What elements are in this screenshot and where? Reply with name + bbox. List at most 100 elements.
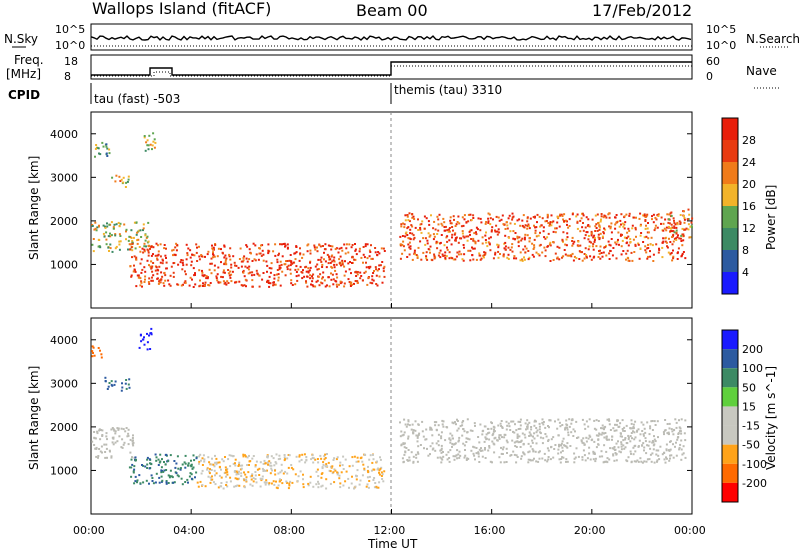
velocity-cell	[378, 471, 380, 474]
power-cell	[180, 259, 183, 261]
velocity-cell	[468, 438, 471, 441]
power-cell	[144, 239, 147, 242]
power-cell	[145, 141, 148, 144]
power-cell	[433, 220, 436, 223]
power-cell	[330, 272, 332, 275]
power-cell	[267, 243, 270, 246]
power-cell	[319, 273, 322, 276]
velocity-cell	[302, 483, 305, 486]
velocity-cell	[111, 441, 114, 444]
velocity-cell	[91, 345, 94, 348]
velocity-cell	[317, 480, 319, 483]
velocity-colorbar-tick-label: 15	[742, 400, 756, 413]
velocity-cell	[175, 462, 178, 465]
power-cell	[651, 215, 653, 218]
velocity-cell	[152, 482, 155, 485]
velocity-cell	[510, 454, 513, 456]
power-cell	[550, 224, 553, 227]
velocity-cell	[461, 424, 464, 427]
velocity-cell	[493, 428, 495, 431]
power-cell	[475, 233, 478, 236]
power-cell	[185, 263, 188, 266]
velocity-cell	[547, 440, 550, 442]
power-cell	[229, 276, 232, 279]
power-cell	[652, 213, 655, 216]
power-cell	[439, 249, 442, 252]
power-cell	[108, 250, 110, 252]
power-cell	[321, 263, 324, 266]
power-cell	[157, 253, 160, 256]
power-cell	[563, 220, 566, 223]
velocity-cell	[189, 472, 192, 475]
velocity-cell	[174, 466, 177, 469]
velocity-cell	[441, 423, 444, 426]
velocity-cell	[203, 460, 206, 463]
velocity-cell	[215, 461, 218, 464]
velocity-y-tick-label: 3000	[50, 377, 78, 390]
velocity-cell	[526, 423, 529, 426]
power-cell	[601, 236, 604, 239]
velocity-cell	[535, 460, 538, 463]
power-cell	[590, 230, 593, 233]
power-cell	[350, 281, 353, 284]
velocity-cell	[601, 431, 604, 434]
power-cell	[597, 236, 600, 239]
power-cell	[279, 243, 281, 246]
power-cell	[127, 248, 129, 251]
velocity-cell	[473, 454, 476, 457]
velocity-cell	[94, 447, 97, 450]
velocity-cell	[118, 435, 121, 438]
velocity-cell	[405, 425, 408, 428]
power-cell	[402, 240, 405, 243]
velocity-cell	[485, 433, 488, 436]
power-cell	[675, 239, 678, 241]
power-cell	[469, 249, 472, 252]
velocity-cell	[655, 449, 658, 452]
power-cell	[349, 261, 351, 263]
power-cell	[309, 277, 312, 280]
velocity-cell	[478, 441, 481, 444]
velocity-cell	[121, 386, 124, 389]
velocity-cell	[649, 427, 652, 430]
power-cell	[320, 256, 323, 259]
velocity-cell	[131, 456, 133, 459]
velocity-cell	[505, 428, 508, 431]
power-cell	[262, 272, 265, 274]
velocity-cell	[186, 478, 189, 481]
power-cell	[426, 242, 429, 245]
velocity-cell	[165, 481, 168, 484]
velocity-cell	[554, 444, 557, 446]
velocity-cell	[355, 478, 358, 481]
power-cell	[470, 219, 473, 221]
velocity-cell	[248, 464, 250, 466]
velocity-cell	[410, 428, 413, 431]
velocity-cell	[632, 426, 635, 428]
power-cell	[502, 253, 505, 256]
velocity-cell	[379, 456, 381, 459]
velocity-cell	[583, 423, 586, 426]
velocity-cell	[591, 438, 594, 441]
velocity-cell	[483, 440, 486, 443]
velocity-cell	[367, 486, 370, 489]
power-cell	[484, 251, 487, 254]
power-cell	[691, 226, 693, 229]
power-cell	[445, 255, 448, 258]
power-cell	[583, 253, 586, 255]
power-cell	[631, 259, 634, 262]
velocity-cell	[632, 453, 635, 456]
velocity-cell	[234, 458, 237, 461]
velocity-cell	[134, 459, 137, 462]
power-cell	[294, 268, 297, 271]
power-cell	[489, 236, 492, 239]
power-cell	[479, 254, 482, 257]
velocity-cell	[473, 446, 476, 449]
velocity-cell	[560, 451, 562, 454]
velocity-cell	[198, 455, 201, 458]
velocity-cell	[255, 460, 258, 463]
velocity-colorbar-tick-label: -15	[742, 420, 760, 433]
power-cell	[587, 248, 590, 251]
velocity-colorbar-swatch	[722, 463, 738, 483]
velocity-cell	[513, 441, 516, 444]
power-cell	[298, 259, 301, 262]
